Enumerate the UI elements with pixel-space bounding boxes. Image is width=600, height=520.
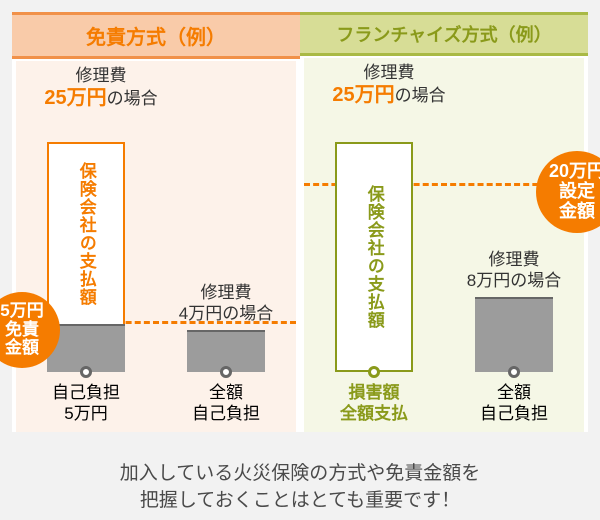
label-line-2: 自己負担 [480, 404, 548, 423]
right-bar-2-base [475, 297, 553, 372]
right-bar-2-bottom-label: 全額 自己負担 [454, 372, 574, 425]
right-panel: フランチャイズ方式（例） 修理費 25万円の場合 保険会社の支払額 損害額 全額… [300, 12, 588, 432]
left-bar-2-repair-label: 修理費 4万円の場合 [179, 282, 273, 325]
label-line-1: 修理費 [489, 250, 540, 269]
badge-line-1: 5万円 [0, 302, 43, 321]
left-bar-1-top: 保険会社の支払額 [47, 142, 125, 324]
right-bar-1: 保険会社の支払額 損害額 全額支払 [335, 142, 413, 372]
label-line-1: 全額 [497, 383, 531, 402]
label-line-2: 8万円の場合 [467, 271, 561, 290]
label-line-1: 修理費 [201, 283, 252, 302]
label-line-1: 損害額 [349, 383, 400, 402]
label-line-2: 4万円の場合 [179, 304, 273, 323]
right-panel-body: 修理費 25万円の場合 保険会社の支払額 損害額 全額支払 修理費 [304, 58, 584, 432]
label-line-2: 自己負担 [192, 404, 260, 423]
badge-line-2: 設定 [559, 182, 595, 202]
footer-note: 加入している火災保険の方式や免責金額を 把握しておくことはとても重要です！ [0, 460, 600, 515]
left-bar-2: 修理費 4万円の場合 全額 自己負担 [187, 330, 265, 372]
diagram-panels: 免責方式（例） 修理費 25万円の場合 保険会社の支払額 自己負担 5万円 [12, 12, 588, 432]
left-bar-1-top-text: 保険会社の支払額 [76, 162, 96, 306]
label-line-2: 5万円 [64, 404, 107, 423]
right-bar-2-repair-label: 修理費 8万円の場合 [467, 249, 561, 292]
badge-line-2: 免責 [5, 321, 39, 340]
badge-line-1: 20万円 [549, 162, 600, 182]
badge-line-3: 金額 [559, 202, 595, 222]
right-bar-1-top-text: 保険会社の支払額 [364, 185, 384, 329]
right-bar-1-top: 保険会社の支払額 [335, 142, 413, 372]
label-line-1: 全額 [209, 383, 243, 402]
left-panel: 免責方式（例） 修理費 25万円の場合 保険会社の支払額 自己負担 5万円 [12, 12, 300, 432]
right-panel-title: フランチャイズ方式（例） [300, 12, 588, 56]
label-line-1: 自己負担 [52, 383, 120, 402]
right-bar-1-bottom-label: 損害額 全額支払 [314, 372, 434, 425]
right-chart-area: 保険会社の支払額 損害額 全額支払 修理費 8万円の場合 [304, 58, 584, 372]
left-bar-2-bottom-label: 全額 自己負担 [166, 372, 286, 425]
right-bar-2: 修理費 8万円の場合 全額 自己負担 [475, 297, 553, 372]
footer-line-2: 把握しておくことはとても重要です！ [140, 490, 460, 511]
left-panel-body: 修理費 25万円の場合 保険会社の支払額 自己負担 5万円 [16, 61, 296, 432]
label-line-2: 全額支払 [340, 404, 408, 423]
left-bar-1-bottom-label: 自己負担 5万円 [26, 372, 146, 425]
footer-line-1: 加入している火災保険の方式や免責金額を [120, 463, 480, 484]
left-panel-title: 免責方式（例） [12, 12, 300, 59]
badge-line-3: 金額 [5, 339, 39, 358]
